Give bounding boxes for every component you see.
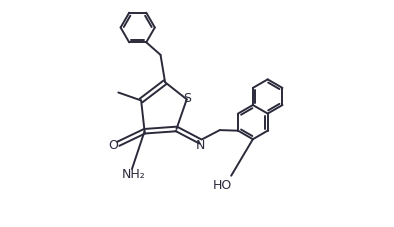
Text: HO: HO	[212, 178, 232, 192]
Text: S: S	[184, 91, 191, 105]
Text: O: O	[108, 139, 118, 152]
Text: NH₂: NH₂	[121, 167, 145, 180]
Text: N: N	[196, 139, 205, 152]
